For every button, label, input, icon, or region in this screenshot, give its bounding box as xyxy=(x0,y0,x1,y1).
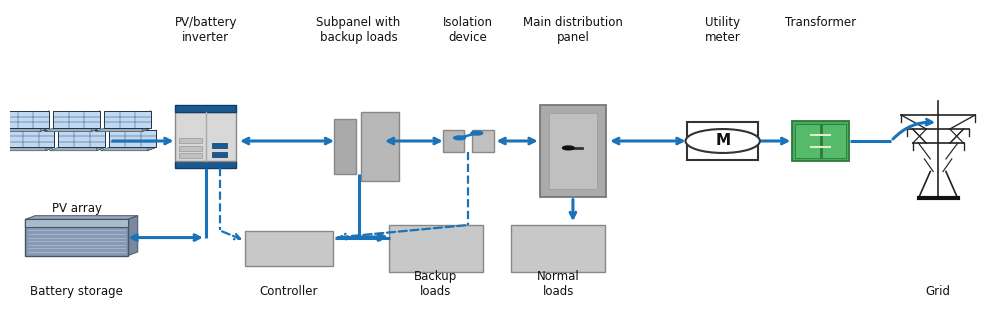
FancyBboxPatch shape xyxy=(792,121,849,161)
Polygon shape xyxy=(101,147,156,151)
FancyBboxPatch shape xyxy=(473,130,494,152)
FancyBboxPatch shape xyxy=(539,105,606,197)
Circle shape xyxy=(562,146,574,150)
FancyBboxPatch shape xyxy=(334,119,356,174)
FancyBboxPatch shape xyxy=(176,161,236,168)
FancyBboxPatch shape xyxy=(245,231,333,266)
Polygon shape xyxy=(58,130,105,147)
Polygon shape xyxy=(53,111,100,128)
Polygon shape xyxy=(95,128,151,132)
Text: Isolation
device: Isolation device xyxy=(444,16,494,44)
Text: Normal
loads: Normal loads xyxy=(536,270,579,298)
Text: Utility
meter: Utility meter xyxy=(705,16,740,44)
Text: PV array: PV array xyxy=(52,202,102,215)
Polygon shape xyxy=(109,130,156,147)
FancyBboxPatch shape xyxy=(212,152,228,157)
Text: M: M xyxy=(715,134,730,149)
Polygon shape xyxy=(0,147,54,151)
Text: Transformer: Transformer xyxy=(785,16,856,29)
Polygon shape xyxy=(44,128,100,132)
Text: Backup
loads: Backup loads xyxy=(415,270,458,298)
FancyBboxPatch shape xyxy=(443,130,465,152)
Circle shape xyxy=(454,136,466,140)
FancyBboxPatch shape xyxy=(25,220,128,228)
FancyBboxPatch shape xyxy=(362,112,399,181)
FancyBboxPatch shape xyxy=(687,122,758,160)
FancyBboxPatch shape xyxy=(511,225,605,272)
Polygon shape xyxy=(0,128,49,132)
Polygon shape xyxy=(142,111,151,132)
Polygon shape xyxy=(25,216,138,220)
FancyBboxPatch shape xyxy=(25,220,128,256)
FancyBboxPatch shape xyxy=(180,146,203,151)
Polygon shape xyxy=(2,111,49,128)
FancyBboxPatch shape xyxy=(549,113,596,189)
Text: Subpanel with
backup loads: Subpanel with backup loads xyxy=(317,16,401,44)
Polygon shape xyxy=(128,216,138,256)
Text: Battery storage: Battery storage xyxy=(30,285,123,298)
Text: Main distribution
panel: Main distribution panel xyxy=(523,16,622,44)
Polygon shape xyxy=(50,147,105,151)
Polygon shape xyxy=(91,111,100,132)
Circle shape xyxy=(685,129,760,153)
Circle shape xyxy=(471,131,483,135)
Polygon shape xyxy=(148,130,156,151)
Polygon shape xyxy=(7,130,54,147)
Polygon shape xyxy=(97,130,105,151)
FancyBboxPatch shape xyxy=(176,105,236,112)
FancyBboxPatch shape xyxy=(180,153,203,158)
FancyBboxPatch shape xyxy=(795,124,819,158)
FancyBboxPatch shape xyxy=(389,225,483,272)
FancyBboxPatch shape xyxy=(212,143,228,148)
FancyBboxPatch shape xyxy=(180,138,203,143)
FancyBboxPatch shape xyxy=(176,112,236,161)
Text: PV/battery
inverter: PV/battery inverter xyxy=(175,16,237,44)
Text: Grid: Grid xyxy=(926,285,951,298)
FancyBboxPatch shape xyxy=(821,124,846,158)
Polygon shape xyxy=(40,111,49,132)
Text: Controller: Controller xyxy=(260,285,319,298)
Polygon shape xyxy=(46,130,54,151)
Polygon shape xyxy=(104,111,151,128)
